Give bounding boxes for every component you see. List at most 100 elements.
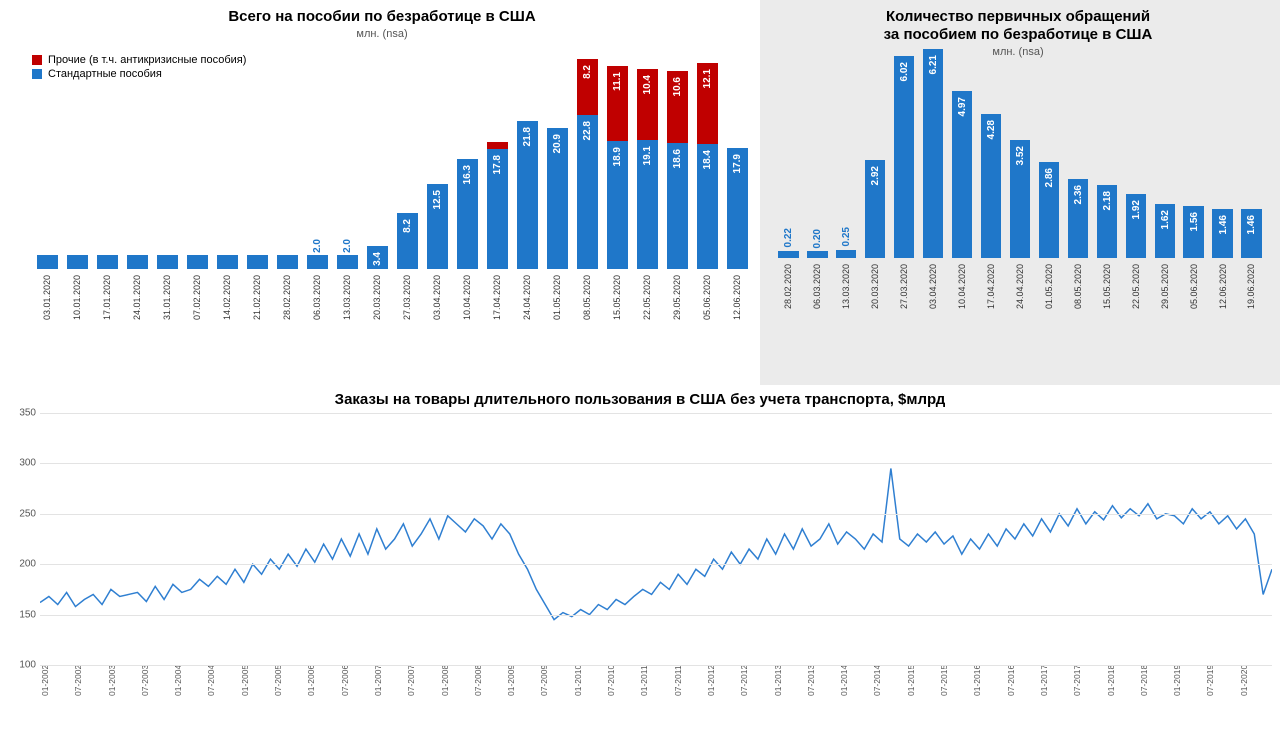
bar-claims: 1.46 — [1212, 209, 1232, 258]
bar-standard: 17.9 — [727, 148, 748, 269]
x-tick-label: 14.02.2020 — [222, 275, 232, 320]
bar-value-label: 18.9 — [612, 147, 623, 166]
bar-claims: 3.52 — [1010, 140, 1030, 258]
chart3-plot: 100150200250300350 01-200207-200201-2003… — [8, 413, 1272, 713]
bar-other: 10.4 — [637, 69, 658, 139]
x-tick-label: 01-2017 — [1039, 665, 1072, 713]
x-tick-label: 01-2005 — [240, 665, 273, 713]
x-tick-label: 07-2017 — [1072, 665, 1105, 713]
bar-claims: 1.92 — [1126, 194, 1146, 258]
x-tick-label: 28.02.2020 — [282, 275, 292, 320]
x-tick-label: 07-2004 — [206, 665, 239, 713]
bar-standard: 22.8 — [577, 115, 598, 269]
x-tick-label: 01-2018 — [1106, 665, 1139, 713]
bar-group: 17.8 17.04.2020 — [482, 39, 512, 320]
x-tick-label: 07-2019 — [1205, 665, 1238, 713]
grid-line — [40, 514, 1272, 515]
chart-total-unemployment: Всего на пособии по безработице в США мл… — [0, 0, 760, 385]
grid-line — [40, 463, 1272, 464]
bar-group: 1.62 29.05.2020 — [1150, 23, 1179, 309]
y-tick-label: 200 — [19, 559, 36, 570]
chart1-title: Всего на пособии по безработице в США — [8, 8, 756, 26]
x-tick-label: 29.05.2020 — [1160, 264, 1170, 309]
x-tick-label: 01-2010 — [573, 665, 606, 713]
bar-standard: 12.5 — [427, 184, 448, 269]
chart2-bars-area: 0.2228.02.20200.2006.03.20200.2513.03.20… — [774, 74, 1266, 309]
x-tick-label: 01-2020 — [1239, 665, 1272, 713]
bar-value-label: 12.1 — [702, 69, 713, 88]
x-tick-label: 07-2014 — [872, 665, 905, 713]
bar-value-label: 1.46 — [1246, 215, 1257, 234]
x-tick-label: 07-2009 — [539, 665, 572, 713]
bar-group: 22.88.2 08.05.2020 — [572, 39, 602, 320]
bar-value-label: 18.6 — [672, 149, 683, 168]
x-tick-label: 07-2012 — [739, 665, 772, 713]
bar-value-label: 1.62 — [1160, 210, 1171, 229]
x-tick-label: 31.01.2020 — [162, 275, 172, 320]
x-tick-label: 17.01.2020 — [102, 275, 112, 320]
x-tick-label: 07-2011 — [673, 665, 706, 713]
x-tick-label: 10.01.2020 — [72, 275, 82, 320]
bar-standard — [37, 255, 58, 269]
bar-group: 0.2006.03.2020 — [803, 23, 832, 309]
bar-standard — [277, 255, 298, 269]
bar-value-label: 3.52 — [1015, 146, 1026, 165]
bar-group: 19.110.422.05.2020 — [632, 39, 662, 320]
y-tick-label: 150 — [19, 609, 36, 620]
x-tick-label: 07-2006 — [340, 665, 373, 713]
chart3-line-area — [40, 413, 1272, 665]
bar-value-label: 2.36 — [1073, 185, 1084, 204]
bar-claims: 4.97 — [952, 91, 972, 258]
bar-claims: 0.22 — [778, 251, 798, 258]
bar-value-label: 2.0 — [342, 239, 353, 253]
x-tick-label: 20.03.2020 — [372, 275, 382, 320]
x-tick-label: 24.01.2020 — [132, 275, 142, 320]
x-tick-label: 01-2009 — [506, 665, 539, 713]
x-tick-label: 21.02.2020 — [252, 275, 262, 320]
x-tick-label: 24.04.2020 — [1015, 264, 1025, 309]
bar-claims: 4.28 — [981, 114, 1001, 258]
x-tick-label: 10.04.2020 — [957, 264, 967, 309]
x-tick-label: 07-2010 — [606, 665, 639, 713]
x-tick-label: 07.02.2020 — [192, 275, 202, 320]
grid-line — [40, 413, 1272, 414]
bar-value-label: 12.5 — [432, 190, 443, 209]
bar-claims: 0.20 — [807, 251, 827, 258]
x-tick-label: 07-2005 — [273, 665, 306, 713]
bar-value-label: 0.20 — [812, 229, 823, 248]
x-tick-label: 17.04.2020 — [492, 275, 502, 320]
bar-value-label: 17.8 — [492, 155, 503, 174]
bar-group: 2.006.03.2020 — [302, 39, 332, 320]
bar-group: 6.2103.04.2020 — [919, 23, 948, 309]
bar-value-label: 1.92 — [1131, 200, 1142, 219]
x-tick-label: 01-2012 — [706, 665, 739, 713]
bar-standard: 8.2 — [397, 213, 418, 268]
x-tick-label: 08.05.2020 — [582, 275, 592, 320]
x-tick-label: 01-2015 — [906, 665, 939, 713]
bar-value-label: 19.1 — [642, 146, 653, 165]
y-tick-label: 250 — [19, 508, 36, 519]
x-tick-label: 03.01.2020 — [42, 275, 52, 320]
bar-value-label: 18.4 — [702, 150, 713, 169]
bar-standard — [127, 255, 148, 269]
x-tick-label: 13.03.2020 — [841, 264, 851, 309]
bar-group: 0.2513.03.2020 — [832, 23, 861, 309]
x-tick-label: 03.04.2020 — [432, 275, 442, 320]
bar-value-label: 2.86 — [1044, 168, 1055, 187]
bar-group: 2.013.03.2020 — [332, 39, 362, 320]
bar-claims: 2.36 — [1068, 179, 1088, 258]
bar-group: 2.3608.05.2020 — [1063, 23, 1092, 309]
bar-value-label: 10.6 — [672, 77, 683, 96]
bar-value-label: 20.9 — [552, 134, 563, 153]
bar-group: 16.310.04.2020 — [452, 39, 482, 320]
bar-group: 24.01.2020 — [122, 39, 152, 320]
bar-value-label: 1.46 — [1218, 215, 1229, 234]
chart1-bars-area: 03.01.2020 10.01.2020 17.01.2020 24.01.2020… — [32, 90, 752, 320]
bar-other: 8.2 — [577, 59, 598, 114]
chart3-x-axis: 01-200207-200201-200307-200301-200407-20… — [40, 665, 1272, 713]
x-tick-label: 07-2015 — [939, 665, 972, 713]
x-tick-label: 27.03.2020 — [899, 264, 909, 309]
x-tick-label: 01-2016 — [972, 665, 1005, 713]
bar-group: 28.02.2020 — [272, 39, 302, 320]
x-tick-label: 07-2002 — [73, 665, 106, 713]
